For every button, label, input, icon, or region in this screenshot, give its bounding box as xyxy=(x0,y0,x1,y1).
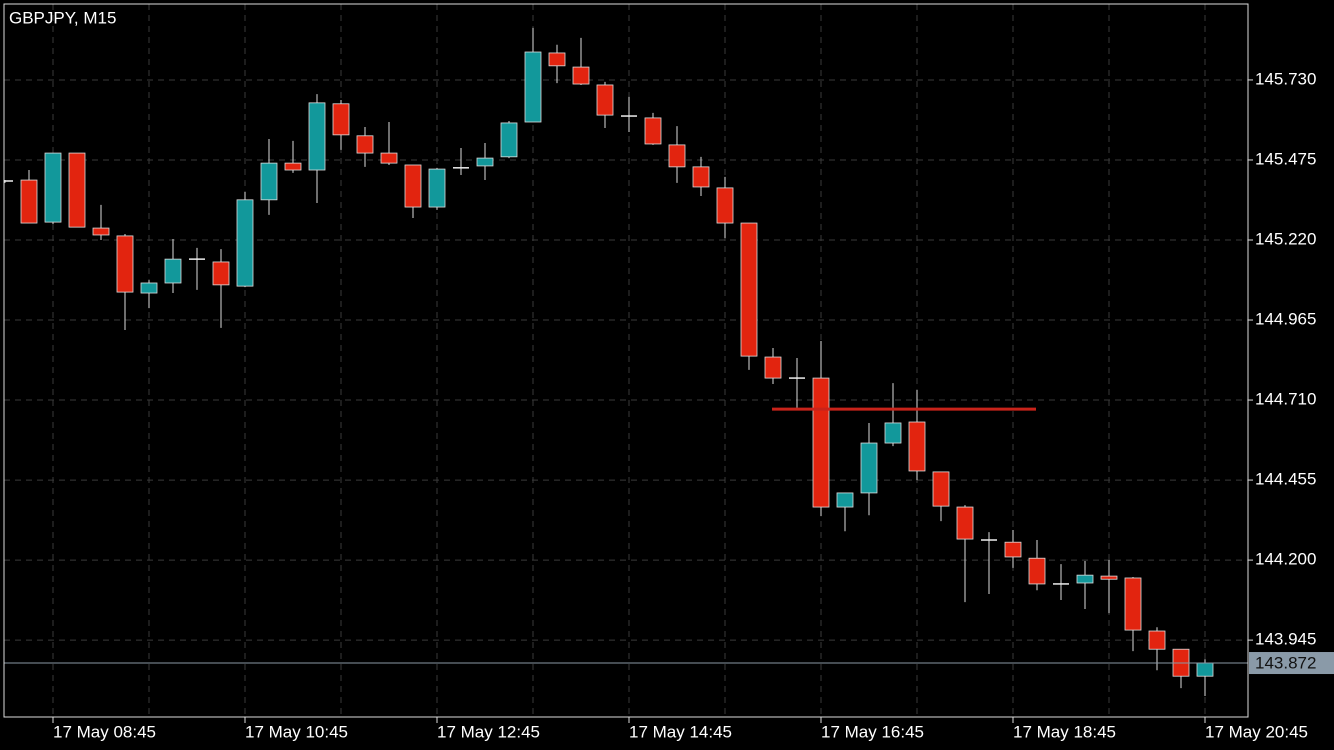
candle-body xyxy=(692,166,710,188)
y-tick-label: 145.220 xyxy=(1255,229,1316,248)
candle-body xyxy=(836,492,854,508)
candle-body xyxy=(332,103,350,136)
y-tick-label: 145.475 xyxy=(1255,149,1316,168)
candle-body xyxy=(68,152,86,228)
plot-area xyxy=(4,27,1248,696)
candle-body xyxy=(380,152,398,164)
candle-body xyxy=(212,261,230,286)
candle-body xyxy=(356,135,374,154)
candle-body xyxy=(764,356,782,379)
candle-body xyxy=(932,471,950,507)
candle-body xyxy=(1004,541,1022,558)
candle-body xyxy=(716,187,734,224)
y-tick-label: 144.455 xyxy=(1255,470,1316,489)
candle-body xyxy=(524,51,542,123)
candle-body xyxy=(20,179,38,224)
candle-body xyxy=(740,222,758,357)
candle-body xyxy=(908,421,926,472)
candle-body xyxy=(116,235,134,293)
candle-body xyxy=(164,258,182,284)
candle-body xyxy=(812,377,830,508)
y-tick-label: 143.945 xyxy=(1255,630,1316,649)
candle-body xyxy=(860,442,878,494)
candle-body xyxy=(92,227,110,236)
x-tick-label: 17 May 18:45 xyxy=(1013,722,1116,741)
x-tick-label: 17 May 16:45 xyxy=(821,722,924,741)
candle-body xyxy=(44,152,62,223)
y-tick-label: 145.730 xyxy=(1255,69,1316,88)
x-tick-label: 17 May 20:45 xyxy=(1205,722,1308,741)
y-tick-label: 144.200 xyxy=(1255,550,1316,569)
candle-body xyxy=(884,422,902,444)
candle-body xyxy=(476,157,494,167)
candle-body xyxy=(284,162,302,171)
x-tick-label: 17 May 14:45 xyxy=(629,722,732,741)
candle-body xyxy=(1028,557,1046,585)
candle-body xyxy=(1076,574,1094,584)
candle-body xyxy=(596,84,614,116)
x-tick-label: 17 May 08:45 xyxy=(53,722,156,741)
grid xyxy=(4,4,1248,717)
candle-body xyxy=(428,168,446,208)
candle-body xyxy=(140,282,158,294)
candle-body xyxy=(404,164,422,208)
candle-body xyxy=(1148,630,1166,650)
axes: 145.730 145.475 145.220 144.965 144.710 144.4… xyxy=(52,69,1334,741)
candle-body xyxy=(1100,575,1118,580)
current-price-label: 143.872 xyxy=(1255,654,1316,673)
candle-body xyxy=(956,506,974,540)
candle-body xyxy=(668,144,686,168)
candle-body xyxy=(236,199,254,287)
candle-body xyxy=(572,66,590,85)
x-tick-label: 17 May 10:45 xyxy=(245,722,348,741)
candle-body xyxy=(644,117,662,145)
y-tick-label: 144.710 xyxy=(1255,390,1316,409)
plot-border xyxy=(3,3,1249,718)
current-price-box xyxy=(1249,652,1334,675)
candle-body xyxy=(500,122,518,158)
chart-title: GBPJPY, M15 xyxy=(9,8,116,27)
x-tick-label: 17 May 12:45 xyxy=(437,722,540,741)
y-tick-label: 144.965 xyxy=(1255,310,1316,329)
candle-body xyxy=(1124,577,1142,631)
candle-body xyxy=(308,102,326,171)
candle-body xyxy=(548,52,566,67)
candle-body xyxy=(1196,662,1214,677)
candle-body xyxy=(260,162,278,201)
